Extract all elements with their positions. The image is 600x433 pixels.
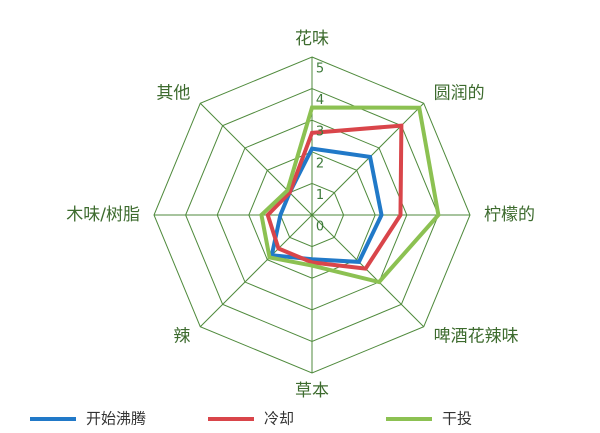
category-label: 辣	[173, 327, 190, 347]
series-polygon	[265, 123, 404, 271]
category-label: 圆润的	[434, 83, 485, 103]
category-label: 花味	[295, 29, 329, 49]
r-tick-label: 1	[316, 188, 324, 203]
category-label: 草本	[295, 381, 329, 401]
spoke	[199, 102, 313, 216]
r-tick-label: 4	[316, 93, 324, 108]
r-tick-label: 2	[316, 156, 324, 171]
spoke	[311, 214, 425, 328]
legend-label: 冷却	[264, 410, 294, 428]
category-label: 其他	[156, 83, 190, 103]
legend-label: 干投	[442, 410, 472, 428]
r-tick-label: 0	[316, 220, 324, 235]
series-polygon	[269, 146, 384, 264]
series-polygon	[259, 105, 441, 285]
r-tick-label: 3	[316, 125, 324, 140]
spoke	[199, 214, 313, 328]
spoke	[311, 102, 425, 216]
category-label: 啤酒花辣味	[434, 327, 519, 347]
r-tick-label: 5	[316, 62, 324, 77]
legend-label: 开始沸腾	[86, 410, 146, 428]
category-label: 柠檬的	[484, 205, 535, 225]
category-label: 木味/树脂	[66, 205, 140, 225]
